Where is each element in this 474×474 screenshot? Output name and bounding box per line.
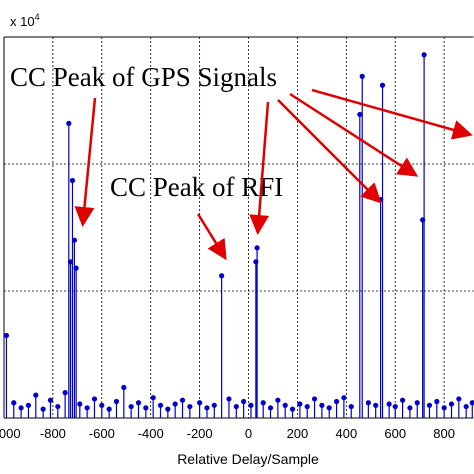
x-axis-label: Relative Delay/Sample [177,451,319,467]
stem-marker [165,406,171,412]
stem-marker [55,403,61,410]
stem-marker [426,402,433,408]
stem-marker [84,405,90,411]
stem-marker [18,405,24,411]
stem-marker [219,273,225,279]
x-tick-label: -600 [89,426,115,441]
x-tick-label: 600 [384,426,406,441]
stem-marker [386,401,392,407]
stem-marker [326,405,332,411]
stem-marker [407,405,413,411]
stem-marker [421,52,427,58]
stem-marker [441,405,447,411]
arrow [196,213,227,261]
x-tick-label: -400 [138,426,164,441]
multiplier: x 104 [10,12,40,29]
stem-marker [311,396,318,402]
stem-marker [275,397,281,403]
arrow [249,101,270,235]
stem-marker [157,402,164,408]
x-tick-label: 0 [245,426,252,441]
stem-marker [128,403,134,410]
stem-marker [463,403,469,410]
stem-marker [204,405,210,411]
stem-marker [448,401,455,407]
stem-marker [143,405,149,411]
stem-marker [91,396,98,402]
stem-marker [392,403,398,410]
stem-marker [197,400,203,406]
arrows [74,88,473,261]
stem-marker [379,82,386,88]
stem-marker [226,396,232,402]
stem-marker [99,402,105,408]
stem-marker [348,403,354,410]
stem-marker [357,111,363,118]
stem-marker [341,395,347,401]
arrow [277,99,382,204]
x-tick-label: -800 [40,426,66,441]
stem-marker [47,397,54,403]
arrow [74,97,97,227]
stem-marker [69,177,76,184]
stem-marker [456,396,462,402]
stem-marker [304,403,310,410]
x-tick-label: -200 [187,426,213,441]
stem-marker [267,405,274,411]
stem-marker [3,332,10,339]
stem-marker [359,73,365,79]
stem-marker [319,402,325,408]
plot-area: -1000 -800 -600 -400 -200 0 200 400 600 800 [0,36,474,441]
arrow [289,92,419,177]
stem-marker [297,401,303,407]
stem-marker [11,400,17,406]
stem-marker [187,403,193,410]
stem-marker [121,384,127,391]
multiplier-base: x 10 [10,14,35,29]
stem-marker [414,400,420,406]
stem-marker [233,403,239,410]
stem-marker [289,406,296,412]
stem-marker [106,406,112,412]
annotation: CC Peak of RFI [110,172,283,202]
stem-marker [211,402,217,408]
stem-marker [25,402,32,408]
stem-marker [135,400,142,406]
multiplier-exp: 4 [35,12,40,22]
stem-marker [373,402,379,408]
stem-marker [469,400,474,406]
arrow [311,88,473,140]
x-tick-label: 400 [335,426,357,441]
stem-marker [71,237,78,243]
stem-marker [150,395,156,401]
stem-marker [40,406,46,412]
annotation: CC Peak of GPS Signals [10,62,277,92]
stem-marker [365,400,371,406]
stem-marker [241,398,247,405]
stem-marker [434,398,440,405]
stem-marker [66,120,72,126]
stem-marker [282,402,288,408]
stem-marker [113,398,120,405]
stem-marker [172,401,178,407]
x-tick-label: 200 [287,426,309,441]
stem-marker [62,390,68,396]
stem-marker [73,265,79,271]
stem-marker [399,397,406,403]
stem-marker [248,402,254,408]
stem-marker [254,245,260,251]
stem-marker [179,397,186,403]
stem-marker [77,401,83,407]
x-tick-label: 800 [433,426,455,441]
stem-marker [333,398,340,405]
stem-marker [33,392,39,398]
stem-marker [260,400,266,406]
x-tick-label: -1000 [0,426,21,441]
stem-marker [67,259,74,265]
